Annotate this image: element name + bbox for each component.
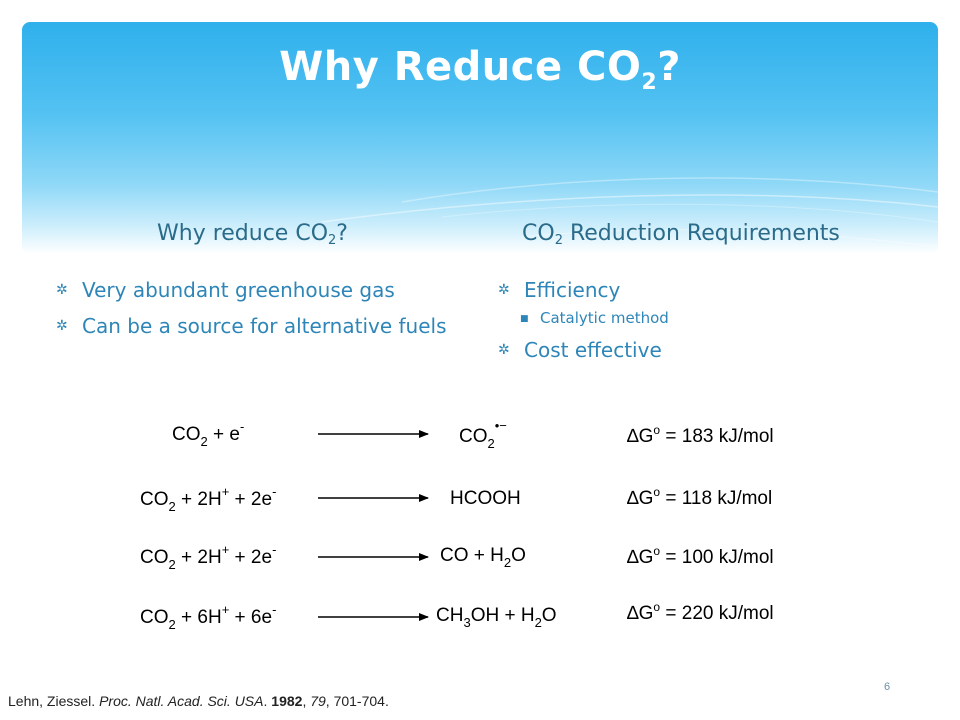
title-subscript: 2: [641, 70, 658, 95]
equation-4-free-energy: ∆Go = 220 kJ/mol: [627, 600, 774, 624]
left-heading-subscript: 2: [328, 233, 337, 248]
equation-2-reactant: CO2 + 2H+ + 2e-: [140, 484, 276, 514]
equation-2-product: HCOOH: [450, 488, 521, 509]
equation-2-free-energy: ∆Go = 118 kJ/mol: [627, 485, 772, 509]
square-bullet-icon: ■: [520, 314, 529, 324]
bullet-text: Can be a source for alternative fuels: [82, 314, 447, 338]
right-heading-text: Reduction Requirements: [562, 221, 840, 246]
citation: Lehn, Ziessel. Proc. Natl. Acad. Sci. US…: [8, 693, 389, 709]
citation-pages: , 701-704.: [325, 693, 389, 709]
asterisk-bullet-icon: ✲: [498, 282, 510, 298]
right-heading-prefix: CO: [522, 221, 555, 246]
title-question-mark: ?: [657, 44, 681, 90]
equation-row-2: CO2 + 2H+ + 2e- HCOOH ∆Go = 118 kJ/mol: [140, 484, 772, 514]
equation-1-reactant: CO2 + e-: [172, 419, 244, 449]
asterisk-bullet-icon: ✲: [56, 318, 68, 334]
right-bullet-item: ✲ Cost effective: [494, 335, 914, 365]
right-heading-subscript: 2: [554, 233, 563, 248]
equation-row-3: CO2 + 2H+ + 2e- CO + H2O ∆Go = 100 kJ/mo…: [140, 542, 774, 572]
left-bullet-item: ✲ Can be a source for alternative fuels: [52, 311, 452, 341]
left-heading-question-mark: ?: [336, 221, 348, 246]
equation-row-4: CO2 + 6H+ + 6e- CH3OH + H2O ∆Go = 220 kJ…: [140, 600, 774, 632]
equation-4-product: CH3OH + H2O: [436, 605, 557, 630]
banner-waves: [321, 177, 938, 248]
bullet-text: Efficiency: [524, 278, 621, 302]
left-column-heading: Why reduce CO2?: [157, 221, 348, 248]
citation-authors: Lehn, Ziessel.: [8, 693, 100, 709]
left-heading-text: Why reduce CO: [157, 221, 329, 246]
sub-bullet-text: Catalytic method: [540, 309, 669, 327]
right-bullet-item: ✲ Efficiency: [494, 275, 914, 305]
page-number: 6: [884, 681, 891, 693]
title-banner: [22, 22, 938, 254]
left-bullet-item: ✲ Very abundant greenhouse gas: [52, 275, 452, 305]
citation-separator: .: [263, 693, 272, 709]
left-bullet-list: ✲ Very abundant greenhouse gas ✲ Can be a …: [52, 275, 452, 341]
equation-1-product: CO2•−: [459, 418, 507, 451]
right-column-heading: CO2 Reduction Requirements: [522, 221, 840, 248]
citation-year: 1982: [271, 693, 303, 709]
reaction-equations: CO2 + e- CO2•− ∆Go = 183 kJ/mol CO2 + 2H…: [140, 418, 774, 632]
bullet-text: Very abundant greenhouse gas: [82, 278, 395, 302]
equation-3-free-energy: ∆Go = 100 kJ/mol: [627, 544, 774, 568]
equation-3-reactant: CO2 + 2H+ + 2e-: [140, 542, 276, 572]
bullet-text: Cost effective: [524, 338, 662, 362]
right-sub-bullet-item: ■ Catalytic method: [494, 305, 914, 331]
citation-separator: ,: [302, 693, 311, 709]
equation-row-1: CO2 + e- CO2•− ∆Go = 183 kJ/mol: [172, 418, 774, 451]
equation-1-free-energy: ∆Go = 183 kJ/mol: [627, 423, 774, 447]
equation-3-product: CO + H2O: [440, 545, 526, 570]
equation-4-reactant: CO2 + 6H+ + 6e-: [140, 602, 276, 632]
asterisk-bullet-icon: ✲: [498, 342, 510, 358]
citation-journal: Proc. Natl. Acad. Sci. USA: [99, 693, 264, 709]
slide-title: Why Reduce CO2?: [0, 44, 960, 95]
right-bullet-list: ✲ Efficiency ■ Catalytic method ✲ Cost effe…: [494, 275, 914, 365]
asterisk-bullet-icon: ✲: [56, 282, 68, 298]
title-text: Why Reduce CO: [279, 44, 642, 90]
citation-volume: 79: [310, 693, 326, 709]
